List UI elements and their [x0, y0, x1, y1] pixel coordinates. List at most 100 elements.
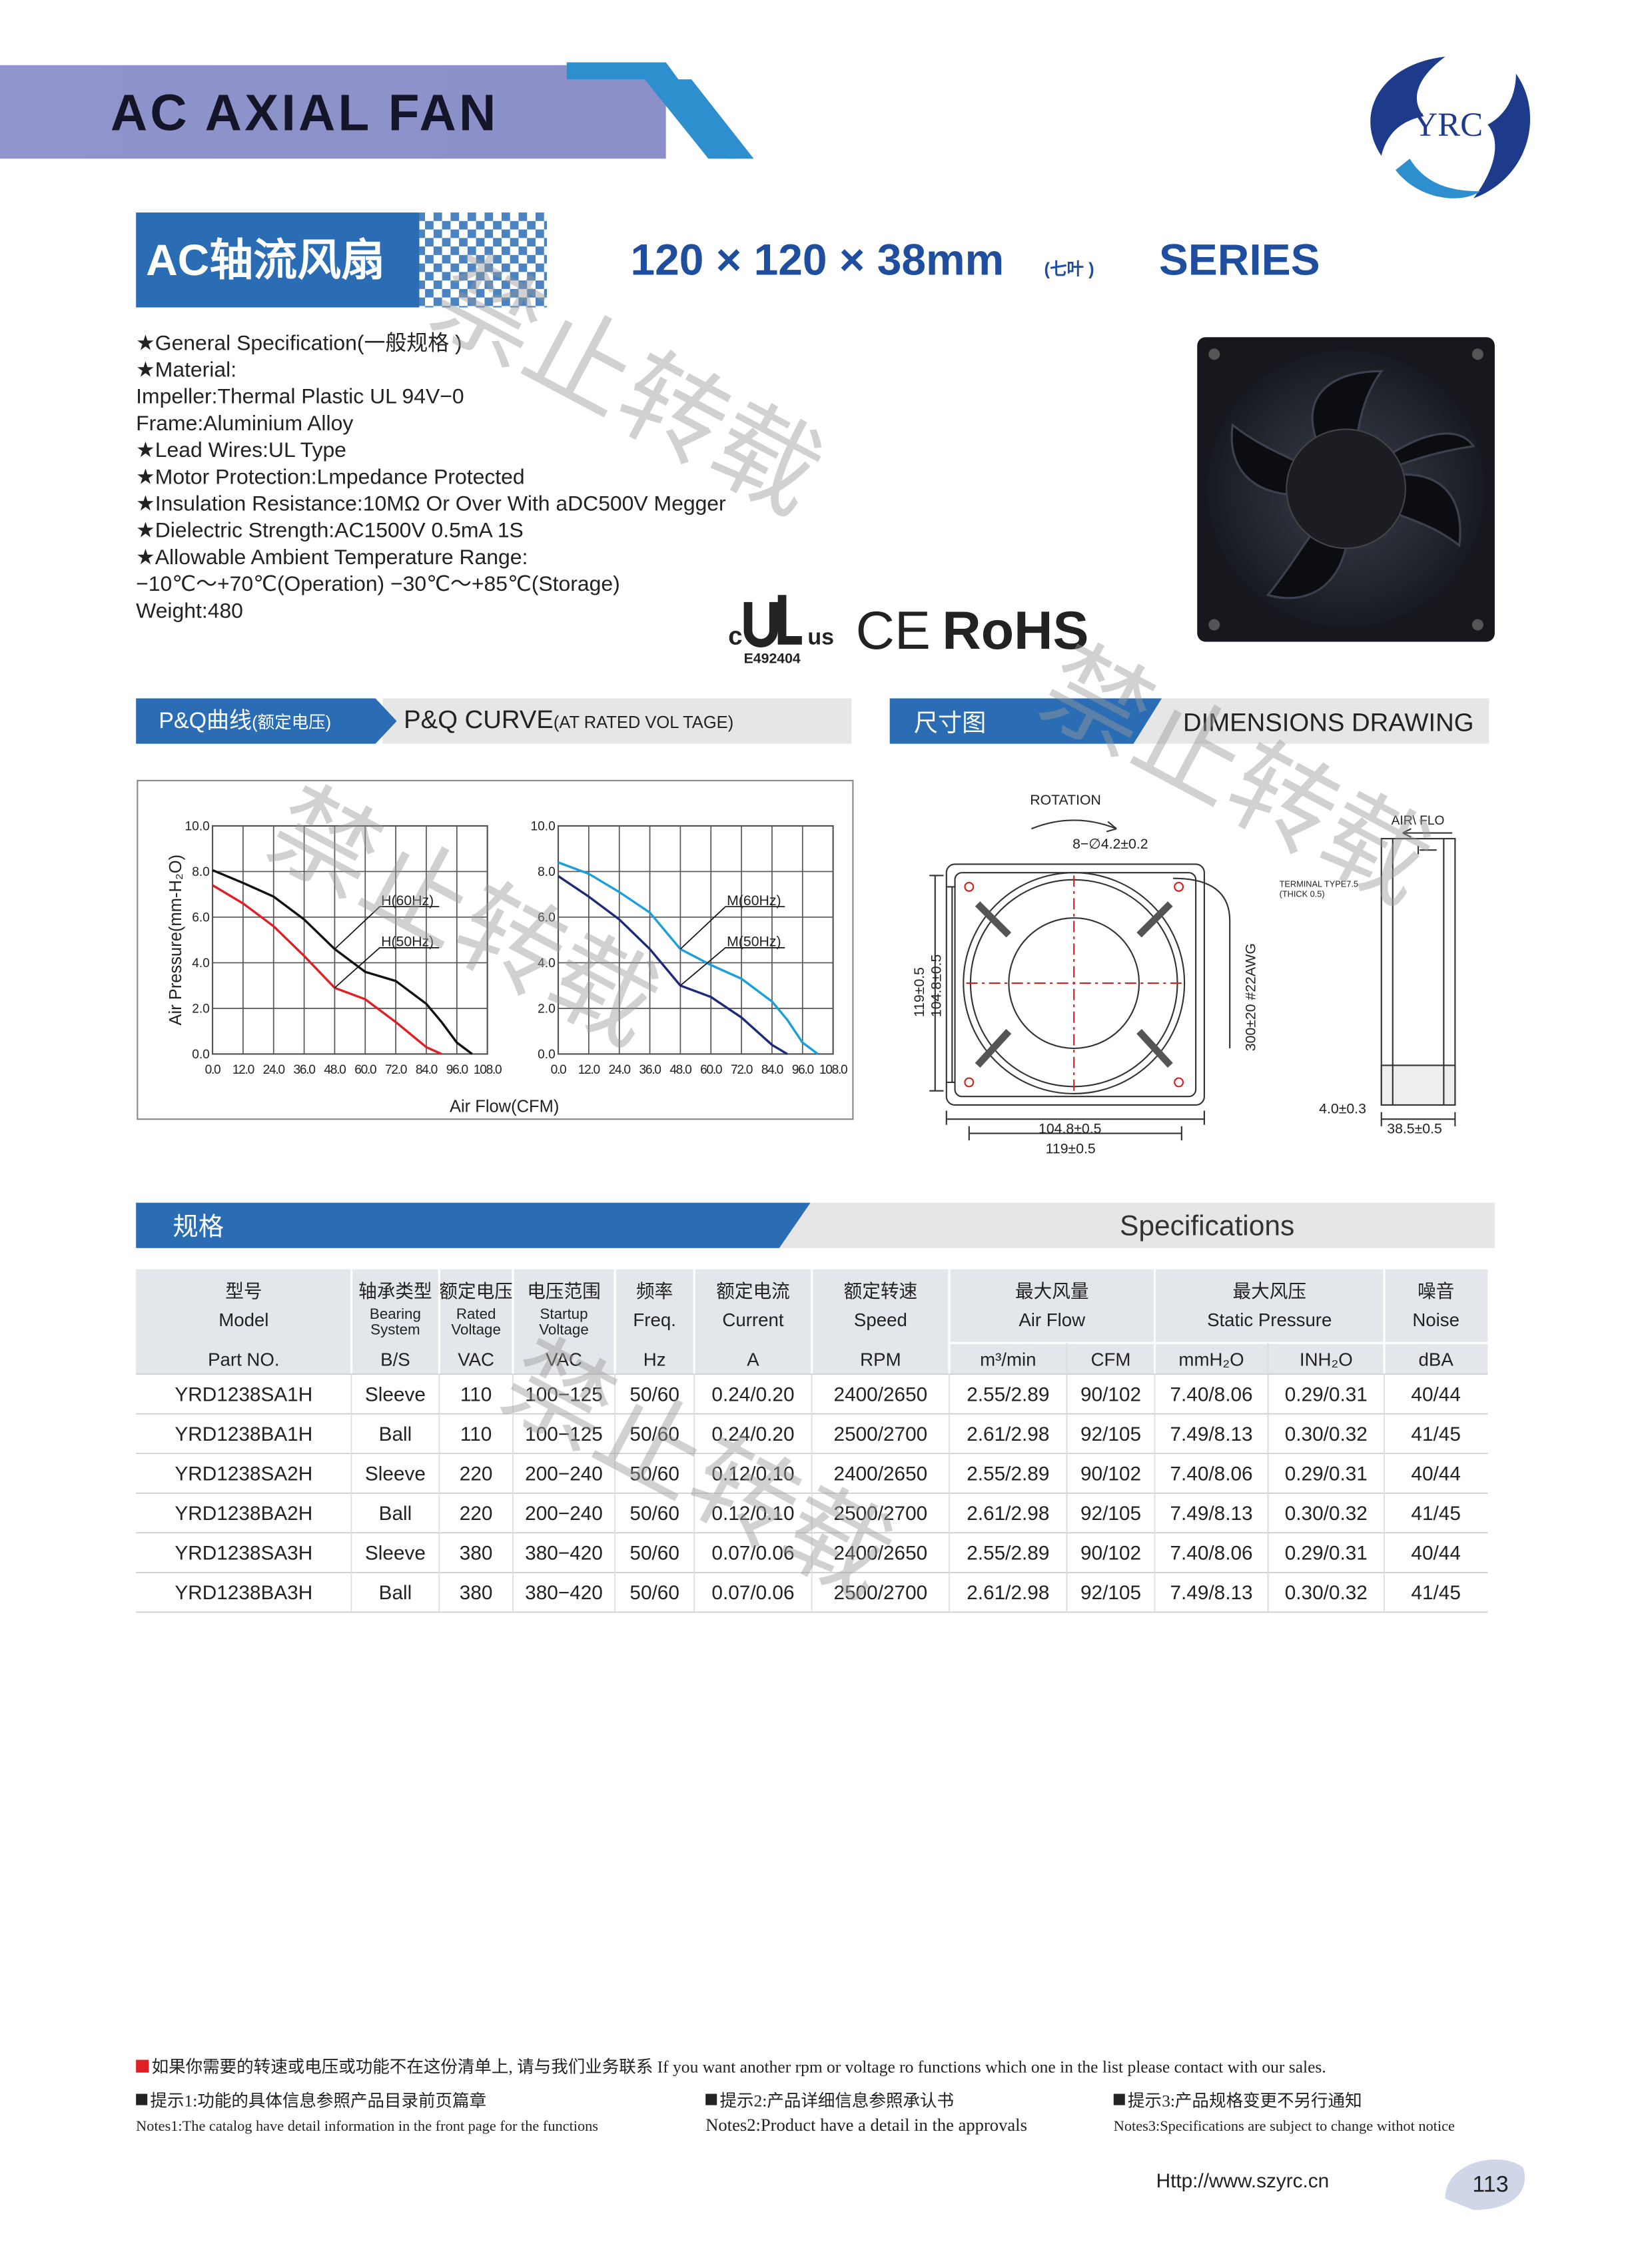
dim-width-outer: 119±0.5 — [1046, 1140, 1096, 1156]
dim-airflow: AIR\ FLO — [1392, 814, 1445, 828]
table-cell: 50/60 — [629, 1543, 679, 1565]
header: AC AXIAL FAN YRC — [0, 57, 1531, 198]
dim-height-inner: 104.8±0.5 — [928, 954, 944, 1017]
table-cell: 40/44 — [1411, 1383, 1461, 1405]
rohs-mark: RoHS — [942, 601, 1088, 661]
table-cell: Sleeve — [365, 1543, 426, 1565]
table-cell: 0.07/0.06 — [711, 1543, 794, 1565]
pq-label-cn-note: (额定电压) — [252, 713, 331, 732]
y-tick-label: 6.0 — [538, 911, 556, 925]
header-en: Startup — [540, 1306, 588, 1322]
header-cn: 型号 — [225, 1281, 262, 1302]
x-tick-label: 36.0 — [639, 1063, 661, 1077]
dim-height-outer: 119±0.5 — [911, 967, 927, 1017]
dimension-labels: ROTATION 8−∅4.2±0.2 119±0.5 104.8±0.5 10… — [911, 792, 1445, 1156]
table-cell: 2.61/2.98 — [967, 1582, 1049, 1604]
table-cell: 2500/2700 — [834, 1503, 928, 1525]
table-cell: 40/44 — [1411, 1463, 1461, 1485]
bullet — [705, 2093, 717, 2105]
table-cell: 50/60 — [629, 1383, 679, 1405]
annotation-leader — [334, 947, 440, 988]
x-tick-label: 108.0 — [474, 1063, 502, 1077]
certifications: c us E492404 CE RoHS — [728, 595, 1088, 666]
table-cell: 41/45 — [1411, 1423, 1461, 1445]
annotation-leader — [334, 906, 440, 950]
unit-cell: VAC — [546, 1349, 582, 1369]
table-cell: YRD1238BA3H — [175, 1582, 312, 1604]
note-cn: 提示1:功能的具体信息参照产品目录前页篇章 — [150, 2091, 486, 2111]
charts: 0.0 2.0 4.0 6.0 8.0 10.0 0.0 12.0 24.0 36.0 48.0 60… — [167, 819, 848, 1116]
table-cell: 380 — [460, 1582, 493, 1604]
note-en: Notes2:Product have a detail in the appr… — [705, 2115, 1027, 2135]
dim-depth: 38.5±0.5 — [1387, 1121, 1442, 1137]
table-cell: 2400/2650 — [834, 1383, 928, 1405]
table-cell: 0.07/0.06 — [711, 1582, 794, 1604]
y-axis-label: Air Pressure(mm-H₂O) — [167, 855, 185, 1026]
spec-line: Impeller:Thermal Plastic UL 94V−0 — [136, 384, 464, 408]
y-tick-label: 10.0 — [185, 819, 210, 833]
table-cell: 90/102 — [1080, 1383, 1141, 1405]
pq-label-cn-main: P&Q曲线 — [159, 708, 252, 733]
ul-c: c — [728, 622, 742, 651]
table-cell: 90/102 — [1080, 1543, 1141, 1565]
x-tick-label: 36.0 — [294, 1063, 316, 1077]
footer-notes: 提示1:功能的具体信息参照产品目录前页篇章 Notes1:The catalog … — [136, 2091, 1455, 2135]
x-tick-label: 48.0 — [324, 1063, 346, 1077]
dims-label-cn: 尺寸图 — [914, 709, 986, 736]
table-cell: 380−420 — [525, 1582, 603, 1604]
footer-contact: 如果你需要的转速或电压或功能不在这份清单上, 请与我们业务联系 If you w… — [152, 2057, 1326, 2077]
badge-text: AC轴流风扇 — [146, 235, 385, 284]
header-cn: 最大风量 — [1015, 1281, 1089, 1302]
unit-cell: CFM — [1091, 1349, 1131, 1369]
table-cell: 0.24/0.20 — [711, 1383, 794, 1405]
table-cell: 100−125 — [525, 1383, 603, 1405]
page-title: AC AXIAL FAN — [111, 85, 499, 142]
table-cell: 0.24/0.20 — [711, 1423, 794, 1445]
spec-line: Frame:Aluminium Alloy — [136, 411, 353, 435]
dims-section-bar: 尺寸图 DIMENSIONS DRAWING — [889, 698, 1489, 744]
table-cell: 2.55/2.89 — [967, 1463, 1049, 1485]
footer-url: Http://www.szyrc.cn — [1156, 2170, 1330, 2192]
note-cn: 提示3:产品规格变更不另行通知 — [1128, 2091, 1362, 2111]
dim-rotation: ROTATION — [1030, 792, 1101, 808]
x-tick-label: 24.0 — [609, 1063, 631, 1077]
spec-line: ★Allowable Ambient Temperature Range: — [136, 545, 528, 569]
table-cell: 2500/2700 — [834, 1582, 928, 1604]
pq-section-bar: P&Q曲线(额定电压) P&Q CURVE(AT RATED VOL TAGE) — [136, 698, 852, 744]
dim-flange: 4.0±0.3 — [1319, 1101, 1366, 1117]
note-en: Notes3:Specifications are subject to cha… — [1114, 2117, 1455, 2134]
y-tick-label: 8.0 — [192, 865, 210, 879]
table-cell: 41/45 — [1411, 1582, 1461, 1604]
table-cell: 90/102 — [1080, 1463, 1141, 1485]
table-cell: 7.40/8.06 — [1170, 1383, 1252, 1405]
x-tick-label: 108.0 — [819, 1063, 847, 1077]
table-cell: 7.40/8.06 — [1170, 1463, 1252, 1485]
product-size: 120 × 120 × 38mm — [630, 235, 1004, 284]
table-cell: YRD1238SA2H — [175, 1463, 312, 1485]
table-cell: 92/105 — [1080, 1503, 1141, 1525]
table-cell: 0.29/0.31 — [1285, 1383, 1368, 1405]
table-cell: 200−240 — [525, 1503, 603, 1525]
header-cn: 电压范围 — [527, 1281, 601, 1302]
y-tick-label: 4.0 — [538, 956, 556, 970]
x-tick-label: 24.0 — [263, 1063, 285, 1077]
pq-label-en-main: P&Q CURVE — [404, 705, 554, 734]
x-tick-label: 60.0 — [354, 1063, 376, 1077]
y-tick-label: 10.0 — [531, 819, 556, 833]
spec-line: −10℃～+70℃(Operation) −30℃～+85℃(Storage) — [136, 571, 620, 595]
header-en: Static Pressure — [1207, 1309, 1332, 1330]
y-tick-label: 0.0 — [538, 1048, 556, 1062]
header-cn: 频率 — [636, 1281, 673, 1302]
x-tick-label: 96.0 — [792, 1063, 814, 1077]
x-tick-label: 60.0 — [700, 1063, 722, 1077]
dim-terminal-thick: (THICK 0.5) — [1280, 889, 1325, 899]
pq-label-cn: P&Q曲线(额定电压) — [159, 708, 331, 733]
curve — [558, 861, 819, 1055]
unit-cell: A — [747, 1349, 759, 1369]
x-tick-label: 0.0 — [205, 1063, 220, 1077]
spec-label-en: Specifications — [1120, 1210, 1294, 1242]
header-en: Voltage — [451, 1321, 501, 1338]
table-cell: 0.12/0.10 — [711, 1463, 794, 1485]
table-cell: 92/105 — [1080, 1423, 1141, 1445]
